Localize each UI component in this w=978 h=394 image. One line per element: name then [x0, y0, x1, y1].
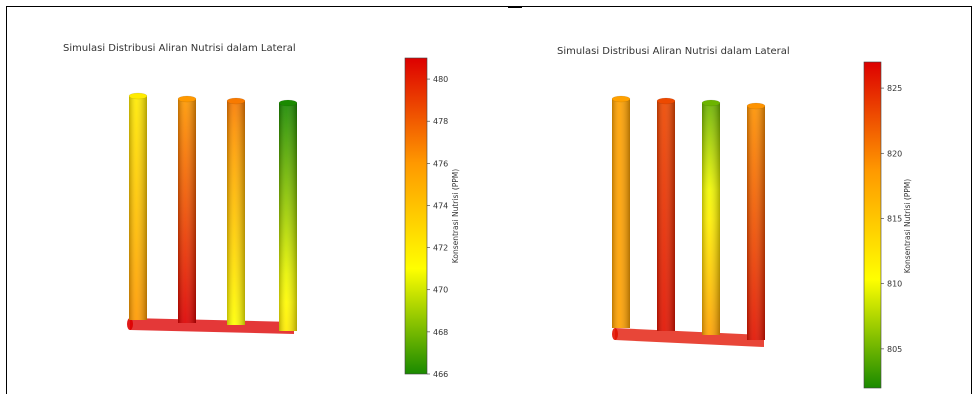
colorbar	[863, 61, 882, 389]
header-pipe	[615, 328, 764, 347]
lateral-cap-2	[656, 97, 676, 105]
colorbar-label: Konsentrasi Nutrisi (PPM)	[903, 179, 912, 273]
lateral-cap-3	[701, 99, 721, 107]
chart-right-svg: Simulasi Distribusi Aliran Nutrisi dalam…	[557, 46, 912, 389]
lateral-shading-4	[747, 106, 765, 340]
colorbar-tick-label: 472	[433, 244, 448, 253]
frame-top-border	[6, 6, 972, 7]
colorbar-tick-label: 470	[433, 286, 448, 295]
lateral-cap-2	[177, 95, 197, 103]
frame-tick-mark	[508, 6, 522, 8]
colorbar-tick-label: 810	[887, 280, 902, 289]
header-pipe-end	[612, 328, 618, 340]
colorbar-tick-label: 478	[433, 117, 448, 126]
lateral-cap-4	[278, 99, 298, 107]
lateral-shading-3	[702, 103, 720, 335]
chart-title: Simulasi Distribusi Aliran Nutrisi dalam…	[63, 43, 296, 54]
lateral-shading-4	[279, 103, 297, 331]
colorbar-tick-label: 825	[887, 84, 902, 93]
colorbar-tick-label: 815	[887, 214, 902, 223]
chart-panel-left: Simulasi Distribusi Aliran Nutrisi dalam…	[63, 43, 460, 379]
colorbar-tick-label: 474	[433, 201, 448, 210]
colorbar-tick-label: 805	[887, 345, 902, 354]
header-pipe-end	[127, 318, 133, 330]
colorbar-tick-label: 480	[433, 75, 448, 84]
frame-left-border	[6, 6, 7, 394]
lateral-shading-1	[612, 99, 630, 328]
colorbar-tick-label: 468	[433, 328, 448, 337]
colorbar-tick-label: 820	[887, 149, 902, 158]
colorbar-label: Konsentrasi Nutrisi (PPM)	[451, 169, 460, 263]
lateral-shading-2	[178, 99, 196, 323]
frame-right-border	[971, 6, 972, 394]
lateral-cap-1	[611, 95, 631, 103]
lateral-shading-1	[129, 96, 147, 320]
lateral-shading-3	[227, 101, 245, 325]
header-pipe	[130, 318, 294, 334]
lateral-cap-4	[746, 102, 766, 110]
lateral-shading-2	[657, 101, 675, 331]
chart-left-svg: Simulasi Distribusi Aliran Nutrisi dalam…	[63, 43, 460, 379]
lateral-cap-3	[226, 97, 246, 105]
colorbar-tick-label: 466	[433, 370, 448, 379]
chart-title: Simulasi Distribusi Aliran Nutrisi dalam…	[557, 46, 790, 57]
lateral-cap-1	[128, 92, 148, 100]
chart-panel-right: Simulasi Distribusi Aliran Nutrisi dalam…	[500, 0, 978, 394]
colorbar	[404, 57, 428, 375]
colorbar-tick-label: 476	[433, 159, 448, 168]
